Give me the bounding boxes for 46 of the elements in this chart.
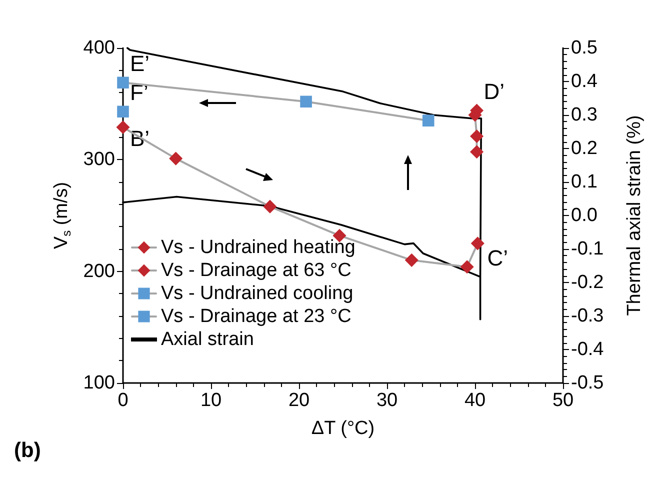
- point: [116, 120, 130, 134]
- point: [405, 254, 418, 267]
- y2-tick-label: -0.1: [571, 238, 604, 260]
- x-tick-label: 20: [288, 390, 310, 411]
- legend-label: Axial strain: [161, 329, 254, 350]
- y-tick-label: 400: [83, 38, 115, 58]
- point: [470, 130, 484, 143]
- y-tick-label: 100: [83, 372, 115, 394]
- legend-label: Vs - Undrained cooling: [161, 283, 354, 304]
- y2-tick-label: -0.5: [571, 372, 604, 394]
- y-tick-label: 300: [83, 149, 115, 170]
- point: [300, 96, 312, 108]
- x-tick-label: 40: [464, 390, 486, 411]
- point: [471, 237, 484, 250]
- x-tick-label: 10: [200, 390, 222, 411]
- y2-tick-label: -0.3: [571, 306, 604, 326]
- x-axis-title: ΔT (°C): [311, 418, 375, 439]
- annotation: F’: [130, 80, 148, 106]
- y2-axis-title: Thermal axial strain (%): [624, 115, 645, 316]
- point: [117, 106, 129, 118]
- y-tick-label: 200: [83, 260, 115, 282]
- x-tick-label: 30: [376, 390, 398, 411]
- y2-tick-label: 0.2: [571, 138, 598, 159]
- y2-tick-label: -0.4: [571, 339, 604, 360]
- annotation: C’: [487, 245, 508, 270]
- x-tick-label: 0: [118, 390, 128, 411]
- y2-tick-label: 0.3: [571, 104, 598, 126]
- y2-tick-label: 0.0: [571, 205, 598, 226]
- annotation: E’: [130, 51, 150, 76]
- point: [422, 114, 434, 126]
- point: [470, 145, 484, 158]
- y2-tick-label: 0.4: [571, 71, 598, 92]
- legend-label: Vs - Drainage at 63 °C: [161, 260, 352, 281]
- legend-label: Vs - Undrained heating: [161, 237, 356, 258]
- point: [169, 152, 182, 165]
- y2-tick-label: 0.5: [571, 38, 598, 58]
- y2-tick-label: 0.1: [571, 172, 598, 192]
- point: [264, 200, 276, 213]
- legend-label: Vs - Drainage at 23 °C: [161, 306, 352, 327]
- text: (b): [14, 439, 41, 462]
- y-axis-title: Vs (m/s): [50, 182, 74, 250]
- y2-tick-label: -0.2: [571, 272, 604, 293]
- point: [460, 260, 474, 274]
- x-tick-label: 50: [552, 390, 574, 411]
- point: [117, 76, 129, 89]
- annotation: D’: [484, 79, 505, 104]
